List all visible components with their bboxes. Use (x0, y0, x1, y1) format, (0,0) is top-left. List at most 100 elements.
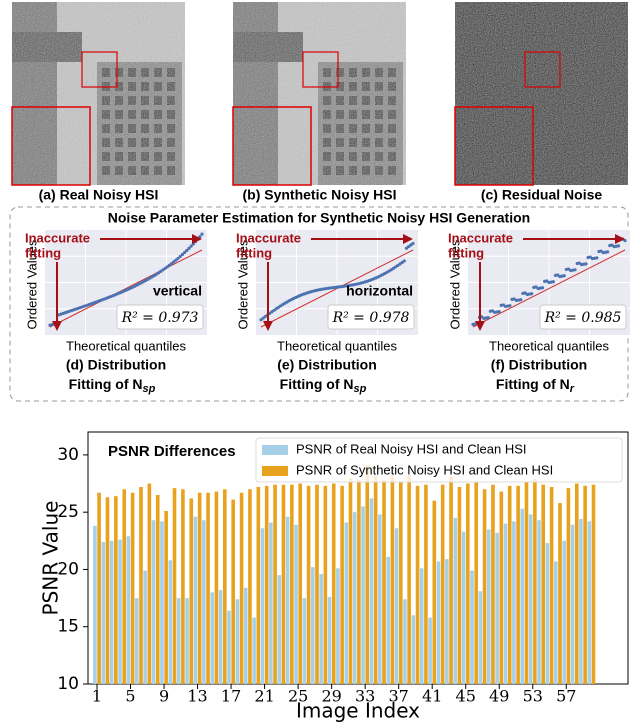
bar (239, 492, 244, 684)
image-caption: (b) Synthetic Noisy HSI (242, 187, 396, 203)
bar (440, 484, 445, 684)
zoom-inset (11, 106, 91, 186)
bar (474, 482, 478, 684)
window (336, 166, 344, 175)
qq-point (176, 256, 180, 260)
caption-subscript: sp (143, 383, 156, 395)
bar (155, 495, 160, 684)
caption-text: Fitting of N (69, 376, 143, 392)
bar (135, 598, 139, 684)
bar (235, 599, 240, 684)
window (375, 124, 383, 133)
bar (269, 522, 273, 684)
bar (415, 485, 420, 684)
bar (323, 485, 328, 684)
x-tick-label: 29 (321, 687, 341, 706)
x-tick-label: 9 (159, 687, 169, 706)
window (167, 124, 175, 133)
window (388, 82, 396, 91)
bar (537, 520, 541, 684)
window (388, 166, 396, 175)
bar (151, 520, 156, 684)
qq-point (562, 274, 566, 278)
bar (579, 519, 583, 684)
bar (533, 478, 537, 684)
window (375, 110, 383, 119)
bar (256, 486, 261, 684)
bar (352, 512, 357, 684)
annotation: fitting (25, 245, 61, 260)
annotation: fitting (448, 245, 484, 260)
window (362, 152, 370, 161)
window (388, 110, 396, 119)
bar (126, 536, 131, 684)
window (167, 110, 175, 119)
bar (566, 488, 571, 684)
bar (357, 480, 361, 684)
bar (197, 492, 202, 684)
window (362, 124, 370, 133)
x-tick-label: 41 (422, 687, 442, 706)
qq-point (185, 248, 189, 253)
window (141, 68, 149, 77)
bar (285, 516, 290, 684)
window (128, 124, 136, 133)
image-panel (233, 2, 406, 185)
window (362, 166, 370, 175)
qq-point (519, 298, 523, 302)
bar (491, 484, 495, 684)
legend-label: PSNR of Synthetic Noisy HSI and Clean HS… (296, 462, 553, 477)
window (115, 68, 123, 77)
window (336, 152, 344, 161)
y-tick-label: 30 (57, 445, 79, 465)
bar (495, 532, 499, 684)
bar (218, 590, 223, 684)
window (154, 124, 162, 133)
window (102, 96, 110, 105)
window (102, 124, 110, 133)
qq-point (411, 241, 415, 246)
legend-box (255, 437, 623, 483)
window (115, 124, 123, 133)
bar (223, 489, 227, 684)
bar (503, 523, 508, 684)
window (154, 82, 162, 91)
bar (348, 477, 353, 684)
window (128, 82, 136, 91)
x-tick-label: 33 (355, 687, 375, 706)
bar (306, 485, 311, 684)
window (375, 96, 383, 105)
x-tick-label: 25 (288, 687, 308, 706)
qq-point (183, 250, 187, 255)
bar (382, 480, 386, 684)
x-tick-label: 5 (125, 687, 135, 706)
y-tick-label: 15 (57, 617, 79, 637)
qq-point (584, 262, 588, 266)
window (323, 96, 331, 105)
window (102, 152, 110, 161)
window (141, 152, 149, 161)
arrow-head (52, 321, 62, 331)
bar (445, 559, 449, 684)
fit-line (49, 249, 203, 328)
bar (319, 574, 323, 684)
legend-swatch (262, 445, 288, 455)
window (141, 166, 149, 175)
window (323, 166, 331, 175)
zoom-box (524, 51, 561, 88)
window (349, 152, 357, 161)
bar (310, 567, 315, 684)
r2-label: R² = 0.973 (121, 310, 199, 326)
window (154, 96, 162, 105)
bar (411, 615, 416, 684)
qq-point (623, 239, 627, 243)
window (102, 166, 110, 175)
bar (189, 498, 194, 684)
window (128, 96, 136, 105)
window (141, 124, 149, 133)
direction-label: vertical (153, 283, 202, 299)
window (349, 82, 357, 91)
bar (541, 484, 546, 684)
bar (365, 465, 370, 684)
x-tick-label: 45 (456, 687, 476, 706)
